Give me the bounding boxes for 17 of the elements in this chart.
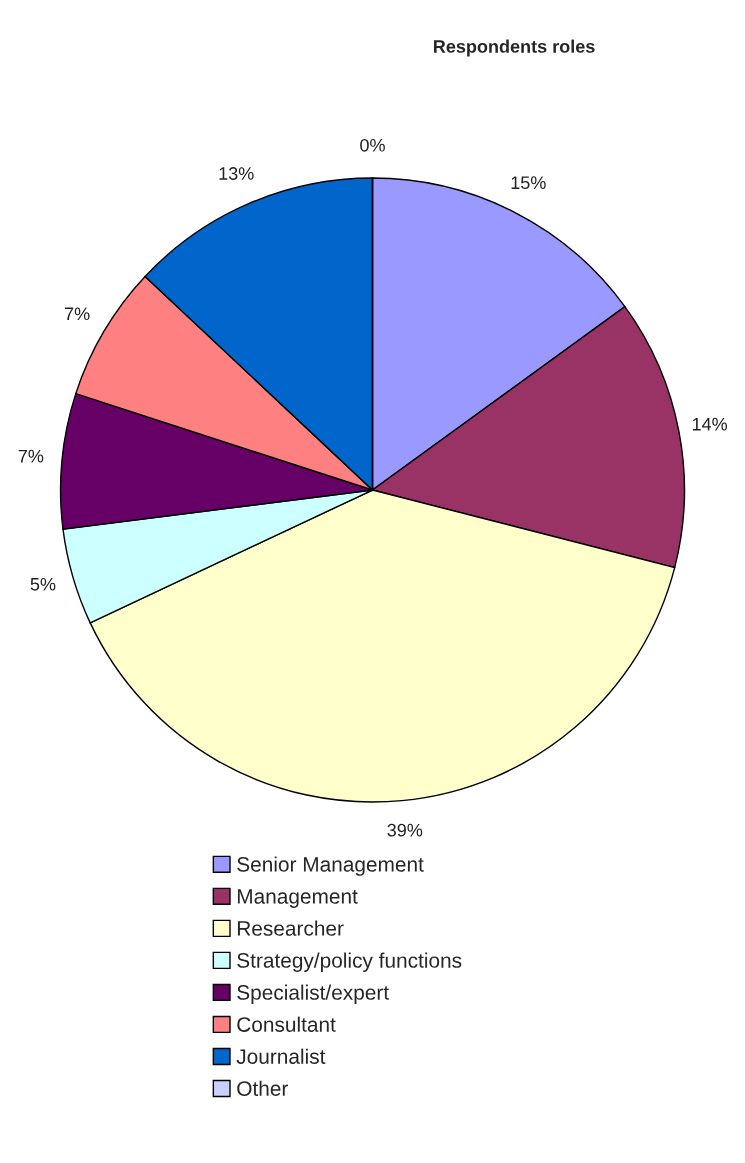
data-label: 15% — [511, 176, 546, 190]
data-label: 14% — [692, 417, 728, 431]
legend-label: Strategy/policy functions — [237, 952, 462, 972]
data-label: 5% — [30, 577, 56, 591]
legend-label: Senior Management — [237, 856, 424, 876]
legend-label: Researcher — [237, 920, 344, 936]
legend-label: Journalist — [236, 1048, 326, 1064]
data-label: 7% — [18, 449, 44, 463]
data-label: 13% — [219, 167, 254, 180]
legend-label: Other — [237, 1080, 289, 1096]
legend-label: Specialist/expert — [237, 984, 389, 1004]
text: 0% — [360, 138, 385, 152]
legend-label: Consultant — [237, 1016, 336, 1032]
chart-title: Respondents roles — [434, 39, 595, 57]
data-label: 39% — [387, 823, 423, 837]
legend-label: Management — [237, 889, 358, 908]
data-label: 7% — [64, 307, 90, 321]
